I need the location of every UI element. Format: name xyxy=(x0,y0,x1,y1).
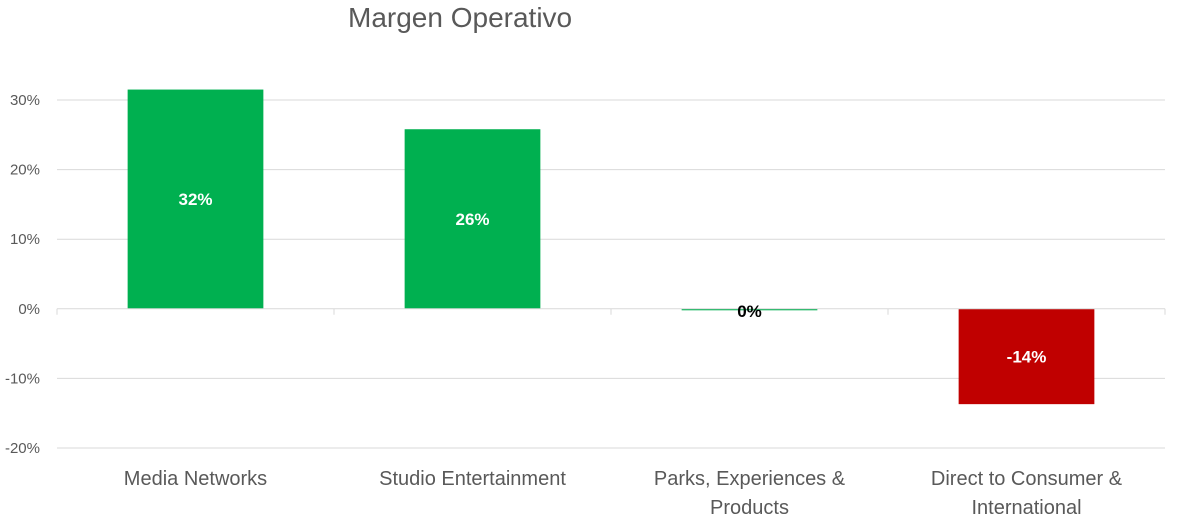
bar xyxy=(681,308,818,311)
chart-title: Margen Operativo xyxy=(348,2,573,33)
data-label: -14% xyxy=(1007,347,1047,366)
category-label: Parks, Experiences & xyxy=(654,468,846,490)
x-axis xyxy=(56,308,1166,315)
bar xyxy=(958,308,1095,405)
y-tick-label: 20% xyxy=(10,162,40,179)
data-label: 26% xyxy=(455,210,489,229)
y-tick-label: 30% xyxy=(10,92,40,109)
y-tick-label: -20% xyxy=(5,440,40,457)
y-tick-label: 0% xyxy=(18,301,40,318)
y-tick-label: 10% xyxy=(10,231,40,248)
bar xyxy=(404,129,541,309)
bars xyxy=(127,89,1095,405)
data-label: 32% xyxy=(178,190,212,209)
data-labels: 32% 26% 0% -14% xyxy=(178,190,1046,366)
category-labels: Media Networks Studio Entertainment Parks,… xyxy=(124,468,1123,519)
y-axis-tick-labels: 30% 20% 10% 0% -10% -20% xyxy=(5,92,40,457)
y-tick-label: -10% xyxy=(5,370,40,387)
category-label: Products xyxy=(710,497,789,519)
category-label: Direct to Consumer & xyxy=(931,468,1123,490)
category-label: Studio Entertainment xyxy=(379,468,566,490)
category-label: International xyxy=(971,497,1081,519)
bar xyxy=(127,89,264,309)
category-label: Media Networks xyxy=(124,468,267,490)
data-label: 0% xyxy=(737,302,762,321)
